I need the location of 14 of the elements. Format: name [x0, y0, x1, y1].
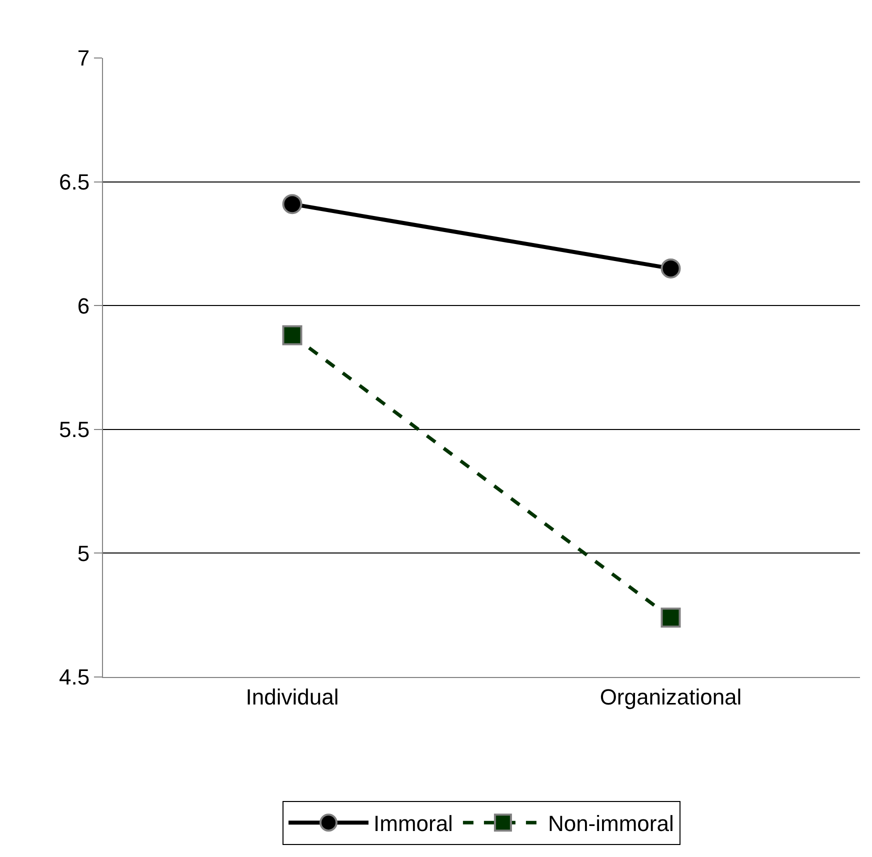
y-tick-label: 6 — [77, 293, 90, 318]
y-tick-label: 5.5 — [59, 417, 90, 442]
y-tick-label: 5 — [77, 540, 90, 566]
point — [660, 608, 681, 628]
y-tick-label: 4.5 — [59, 664, 90, 690]
y-tick-label: 6.5 — [59, 170, 90, 194]
x-tick-label: Individual — [246, 684, 339, 710]
legend-label: Immoral — [374, 811, 453, 836]
point — [282, 325, 302, 346]
point — [660, 258, 681, 278]
point — [282, 194, 302, 214]
legend-label: Non-immoral — [548, 811, 674, 836]
y-tick-label: 7 — [77, 46, 90, 71]
x-tick-label: Organizational — [600, 684, 742, 710]
